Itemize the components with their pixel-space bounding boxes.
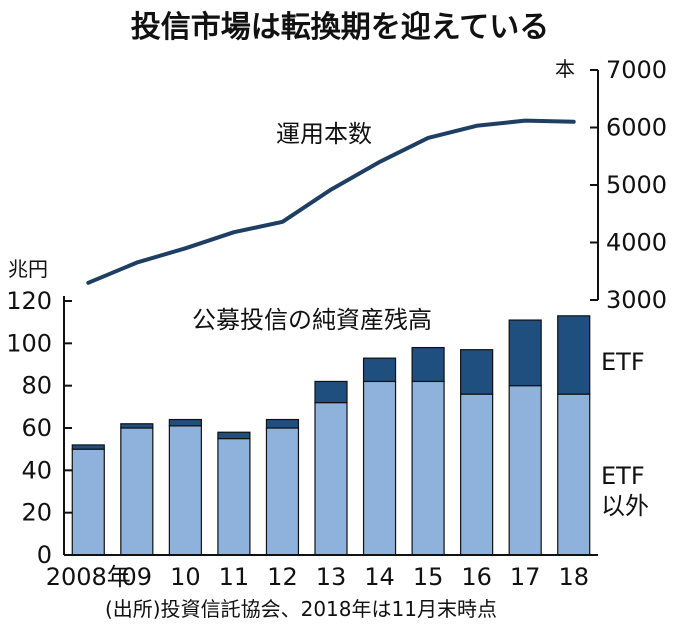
bar-etf-10 [557,315,591,395]
bar-non-etf-8 [460,393,494,556]
chart-title: 投信市場は転換期を迎えている [131,10,550,45]
legend-non-etf-line2: 以外 [601,492,649,520]
x-tick-label-7: 15 [413,563,444,591]
line-series-label: 運用本数 [276,120,372,148]
bar-non-etf-6 [362,380,397,556]
bar-etf-6 [362,357,397,383]
x-tick-label-2: 10 [170,563,201,591]
bar-axis-ticks: 0 20 40 60 80 100 120 [6,287,72,569]
x-tick-label-4: 12 [267,563,298,591]
line-tick-label-0: 3000 [606,286,667,314]
bar-etf-2 [168,418,202,427]
bar-etf-9 [508,319,542,387]
bar-etf-1 [120,423,154,429]
legend-non-etf: ETF 以外 [601,462,652,520]
bar-group [71,315,591,556]
bar-axis-unit: 兆円 [8,257,48,281]
line-tick-label-3: 6000 [606,114,667,142]
bar-non-etf-9 [508,385,542,556]
x-tick-label-5: 13 [316,563,347,591]
bar-non-etf-10 [557,393,591,556]
x-tick-label-9: 17 [510,563,541,591]
line-axis-ticks: 3000 4000 5000 6000 7000 [590,56,667,314]
bar-non-etf-3 [217,437,251,556]
bar-non-etf-2 [168,425,202,556]
bar-series-label: 公募投信の純資産残高 [192,306,432,334]
x-tick-label-0: 2008年 [46,563,131,591]
bar-non-etf-1 [120,427,154,556]
x-tick-label-10: 18 [558,563,589,591]
bar-non-etf-7 [411,380,445,556]
bar-tick-label-1: 20 [21,499,52,527]
legend-etf: ETF [601,348,645,376]
x-tick-label-3: 11 [219,563,250,591]
bar-non-etf-4 [265,427,300,556]
line-tick-label-4: 7000 [606,56,667,84]
legend-non-etf-line1: ETF [601,462,645,490]
bar-tick-label-4: 80 [21,372,52,400]
source-note: (出所)投資信託協会、2018年は11月末時点 [105,597,497,621]
fund-count-line [86,118,576,285]
bar-tick-label-5: 100 [6,329,52,357]
line-tick-label-2: 5000 [606,171,667,199]
x-tick-label-6: 14 [364,563,395,591]
x-tick-label-8: 16 [461,563,492,591]
bar-non-etf-5 [314,402,348,556]
bar-etf-4 [265,418,300,429]
x-tick-label-1: 09 [122,563,153,591]
bar-etf-5 [314,380,348,404]
bar-etf-3 [217,431,251,440]
bar-etf-0 [71,444,105,450]
bar-tick-label-0: 0 [37,541,52,569]
bar-etf-8 [460,349,494,395]
bar-etf-7 [411,346,445,383]
bar-tick-label-6: 120 [6,287,52,315]
bar-tick-label-3: 60 [21,414,52,442]
line-axis-unit: 本 [555,57,575,81]
bar-tick-label-2: 40 [21,456,52,484]
line-tick-label-1: 4000 [606,229,667,257]
bar-non-etf-0 [71,448,105,556]
